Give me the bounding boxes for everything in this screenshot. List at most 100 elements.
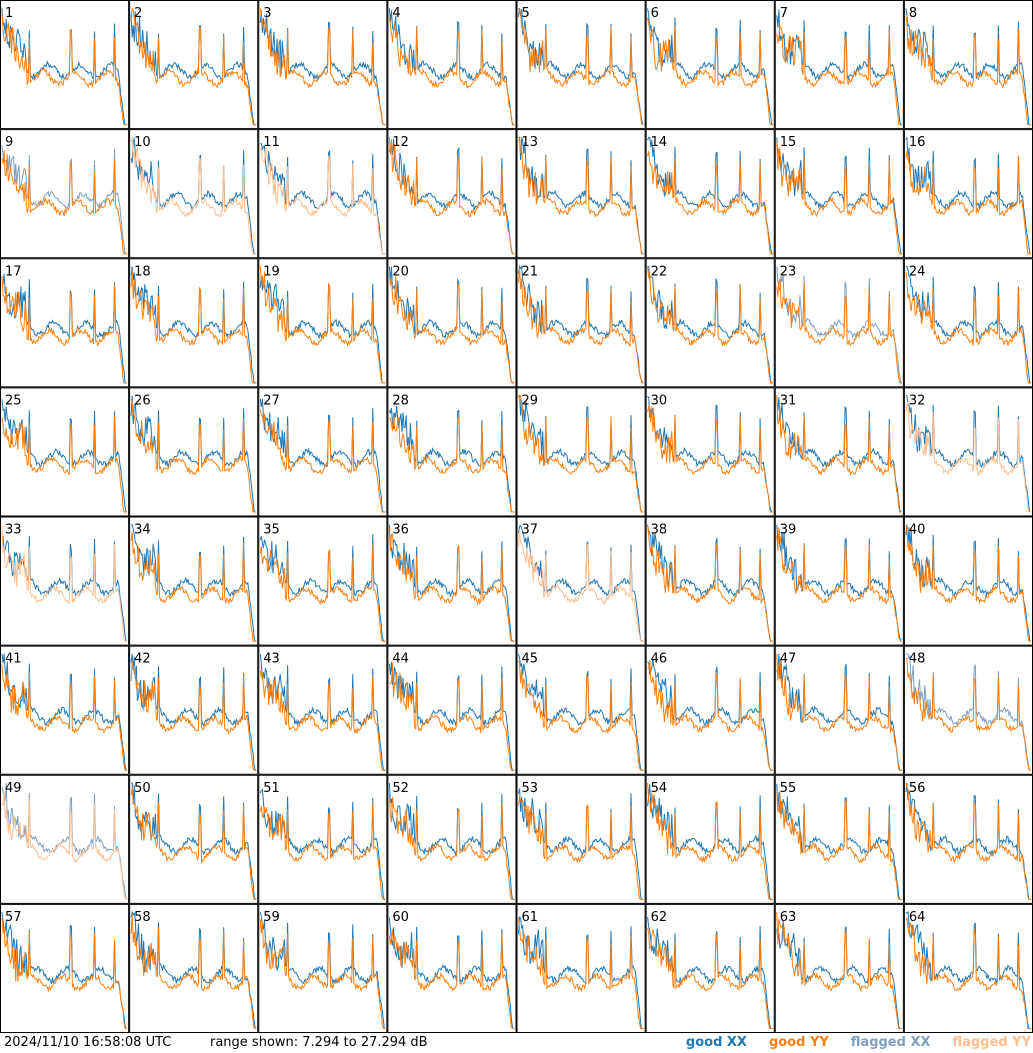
series-good-yy-5 xyxy=(518,8,644,126)
panel-label-46: 46 xyxy=(651,652,668,667)
series-good-yy-23 xyxy=(776,278,902,384)
footer: 2024/11/10 16:58:08 UTC range shown: 7.2… xyxy=(0,1033,1033,1053)
series-good-yy-46 xyxy=(647,660,773,771)
panel-label-60: 60 xyxy=(392,910,409,925)
panel-32: 32 xyxy=(903,387,1033,517)
series-good-xx-4 xyxy=(388,8,515,126)
panel-label-53: 53 xyxy=(522,781,539,796)
series-good-yy-13 xyxy=(518,137,644,255)
panel-29: 29 xyxy=(516,387,646,517)
panel-45: 45 xyxy=(516,645,646,775)
series-good-yy-48 xyxy=(905,657,1031,771)
panel-64: 64 xyxy=(903,903,1033,1033)
series-good-yy-30 xyxy=(647,404,773,513)
panel-33: 33 xyxy=(0,516,130,646)
series-good-yy-44 xyxy=(388,662,515,771)
panel-62: 62 xyxy=(645,903,775,1033)
panel-2: 2 xyxy=(129,0,259,130)
series-good-yy-12 xyxy=(388,137,515,255)
series-flagged-yy-32 xyxy=(905,401,1031,513)
panel-12: 12 xyxy=(387,129,517,259)
series-good-yy-41 xyxy=(1,664,128,771)
series-good-xx-37 xyxy=(518,525,644,642)
panel-label-21: 21 xyxy=(522,264,539,279)
series-good-yy-63 xyxy=(776,912,902,1029)
series-good-xx-3 xyxy=(259,10,386,126)
panel-26: 26 xyxy=(129,387,259,517)
series-good-yy-54 xyxy=(647,782,773,900)
panel-46: 46 xyxy=(645,645,775,775)
series-good-xx-18 xyxy=(130,266,257,384)
series-good-yy-35 xyxy=(259,544,386,642)
panel-label-58: 58 xyxy=(134,910,151,925)
panel-label-32: 32 xyxy=(909,393,926,408)
panel-36: 36 xyxy=(387,516,517,646)
series-good-yy-28 xyxy=(389,412,515,513)
panel-label-18: 18 xyxy=(134,264,151,279)
panel-label-5: 5 xyxy=(522,6,530,21)
panel-label-35: 35 xyxy=(263,523,280,538)
series-good-xx-19 xyxy=(259,275,386,384)
panel-35: 35 xyxy=(258,516,388,646)
series-flagged-xx-49 xyxy=(1,783,128,900)
panel-label-39: 39 xyxy=(780,523,797,538)
panel-label-1: 1 xyxy=(5,6,13,21)
panel-label-20: 20 xyxy=(392,264,409,279)
panel-30: 30 xyxy=(645,387,775,517)
panel-label-52: 52 xyxy=(392,781,409,796)
series-good-xx-28 xyxy=(388,405,515,513)
panel-label-40: 40 xyxy=(909,523,926,538)
series-good-xx-60 xyxy=(388,917,515,1029)
panel-20: 20 xyxy=(387,258,517,388)
series-good-yy-52 xyxy=(388,794,515,900)
series-good-yy-55 xyxy=(776,790,902,900)
series-good-yy-61 xyxy=(518,917,644,1029)
panel-label-63: 63 xyxy=(780,910,797,925)
series-good-xx-59 xyxy=(259,911,386,1029)
series-good-yy-4 xyxy=(388,17,515,126)
panel-24: 24 xyxy=(903,258,1033,388)
series-flagged-xx-9 xyxy=(1,145,128,255)
series-good-xx-52 xyxy=(388,782,515,900)
panel-label-10: 10 xyxy=(134,135,151,150)
panel-61: 61 xyxy=(516,903,646,1033)
panel-label-45: 45 xyxy=(522,652,539,667)
panel-label-14: 14 xyxy=(651,135,668,150)
panel-5: 5 xyxy=(516,0,646,130)
panel-label-12: 12 xyxy=(392,135,409,150)
panel-label-36: 36 xyxy=(392,523,409,538)
panel-27: 27 xyxy=(258,387,388,517)
series-good-yy-8 xyxy=(905,17,1031,126)
panel-label-3: 3 xyxy=(263,6,271,21)
panel-label-17: 17 xyxy=(5,264,22,279)
series-good-xx-5 xyxy=(518,8,644,126)
panel-10: 10 xyxy=(129,129,259,259)
series-good-xx-45 xyxy=(518,653,644,771)
panel-34: 34 xyxy=(129,516,259,646)
panel-label-28: 28 xyxy=(392,393,409,408)
series-good-yy-16 xyxy=(905,150,1031,255)
series-good-yy-42 xyxy=(130,660,257,771)
series-good-yy-7 xyxy=(776,25,902,126)
panel-47: 47 xyxy=(774,645,904,775)
panel-label-22: 22 xyxy=(651,264,668,279)
series-good-yy-56 xyxy=(905,782,1031,900)
panel-40: 40 xyxy=(903,516,1033,646)
series-good-xx-30 xyxy=(647,395,773,513)
panel-8: 8 xyxy=(903,0,1033,130)
series-good-yy-40 xyxy=(905,524,1031,642)
panel-label-4: 4 xyxy=(392,6,400,21)
panel-22: 22 xyxy=(645,258,775,388)
series-good-xx-2 xyxy=(130,11,257,126)
series-good-yy-15 xyxy=(776,141,902,255)
panel-44: 44 xyxy=(387,645,517,775)
series-good-yy-20 xyxy=(388,272,515,384)
panel-59: 59 xyxy=(258,903,388,1033)
series-good-yy-1 xyxy=(1,13,128,126)
panel-19: 19 xyxy=(258,258,388,388)
panel-label-59: 59 xyxy=(263,910,280,925)
series-flagged-xx-23 xyxy=(776,266,902,384)
panel-label-42: 42 xyxy=(134,652,151,667)
series-good-yy-25 xyxy=(1,416,128,513)
